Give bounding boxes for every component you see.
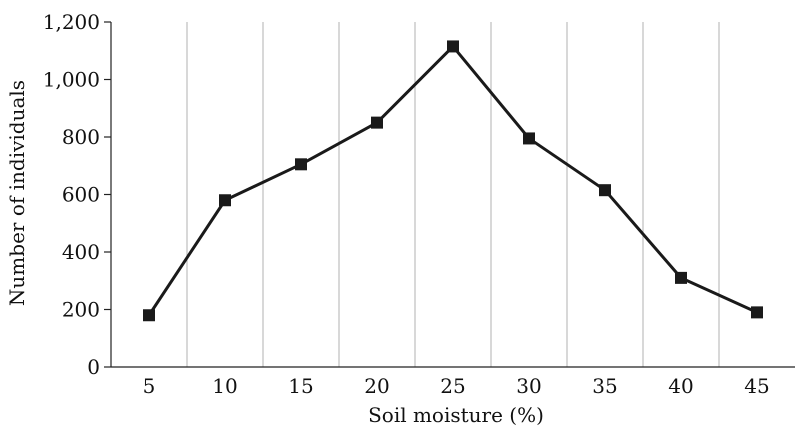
grid-lines [186,22,720,367]
x-tick-label: 10 [212,374,237,398]
data-point-marker [143,309,155,322]
x-tick-label: 30 [516,374,541,398]
x-tick-label: 40 [668,374,693,398]
x-tick-label: 35 [592,374,617,398]
data-point-marker [523,132,535,145]
x-tick-label: 20 [364,374,389,398]
data-point-marker [447,40,459,53]
data-point-marker [599,184,611,197]
data-point-marker [751,306,763,319]
data-point-marker [675,271,687,284]
y-tick-label: 800 [62,125,100,149]
x-tick-labels: 5 10 15 20 25 30 35 40 45 [143,374,770,398]
y-tick-labels: 0 200 400 600 800 1,000 1,200 [43,10,100,379]
y-tick-label: 1,000 [43,68,100,92]
x-tick-label: 5 [143,374,156,398]
x-tick-label: 45 [744,374,769,398]
data-series [143,40,763,322]
y-tick-label: 1,200 [43,10,100,34]
series-line [147,44,758,317]
x-tick-label: 15 [288,374,313,398]
axes [104,21,795,368]
y-tick-label: 0 [87,355,100,379]
data-point-marker [295,158,307,171]
y-tick-label: 400 [62,240,100,264]
y-tick-label: 600 [62,183,100,207]
x-axis-title: Soil moisture (%) [368,403,544,427]
data-point-marker [371,116,383,129]
y-tick-label: 200 [62,298,100,322]
data-point-marker [219,194,231,207]
x-tick-label: 25 [440,374,465,398]
y-axis-title: Number of individuals [5,80,29,306]
